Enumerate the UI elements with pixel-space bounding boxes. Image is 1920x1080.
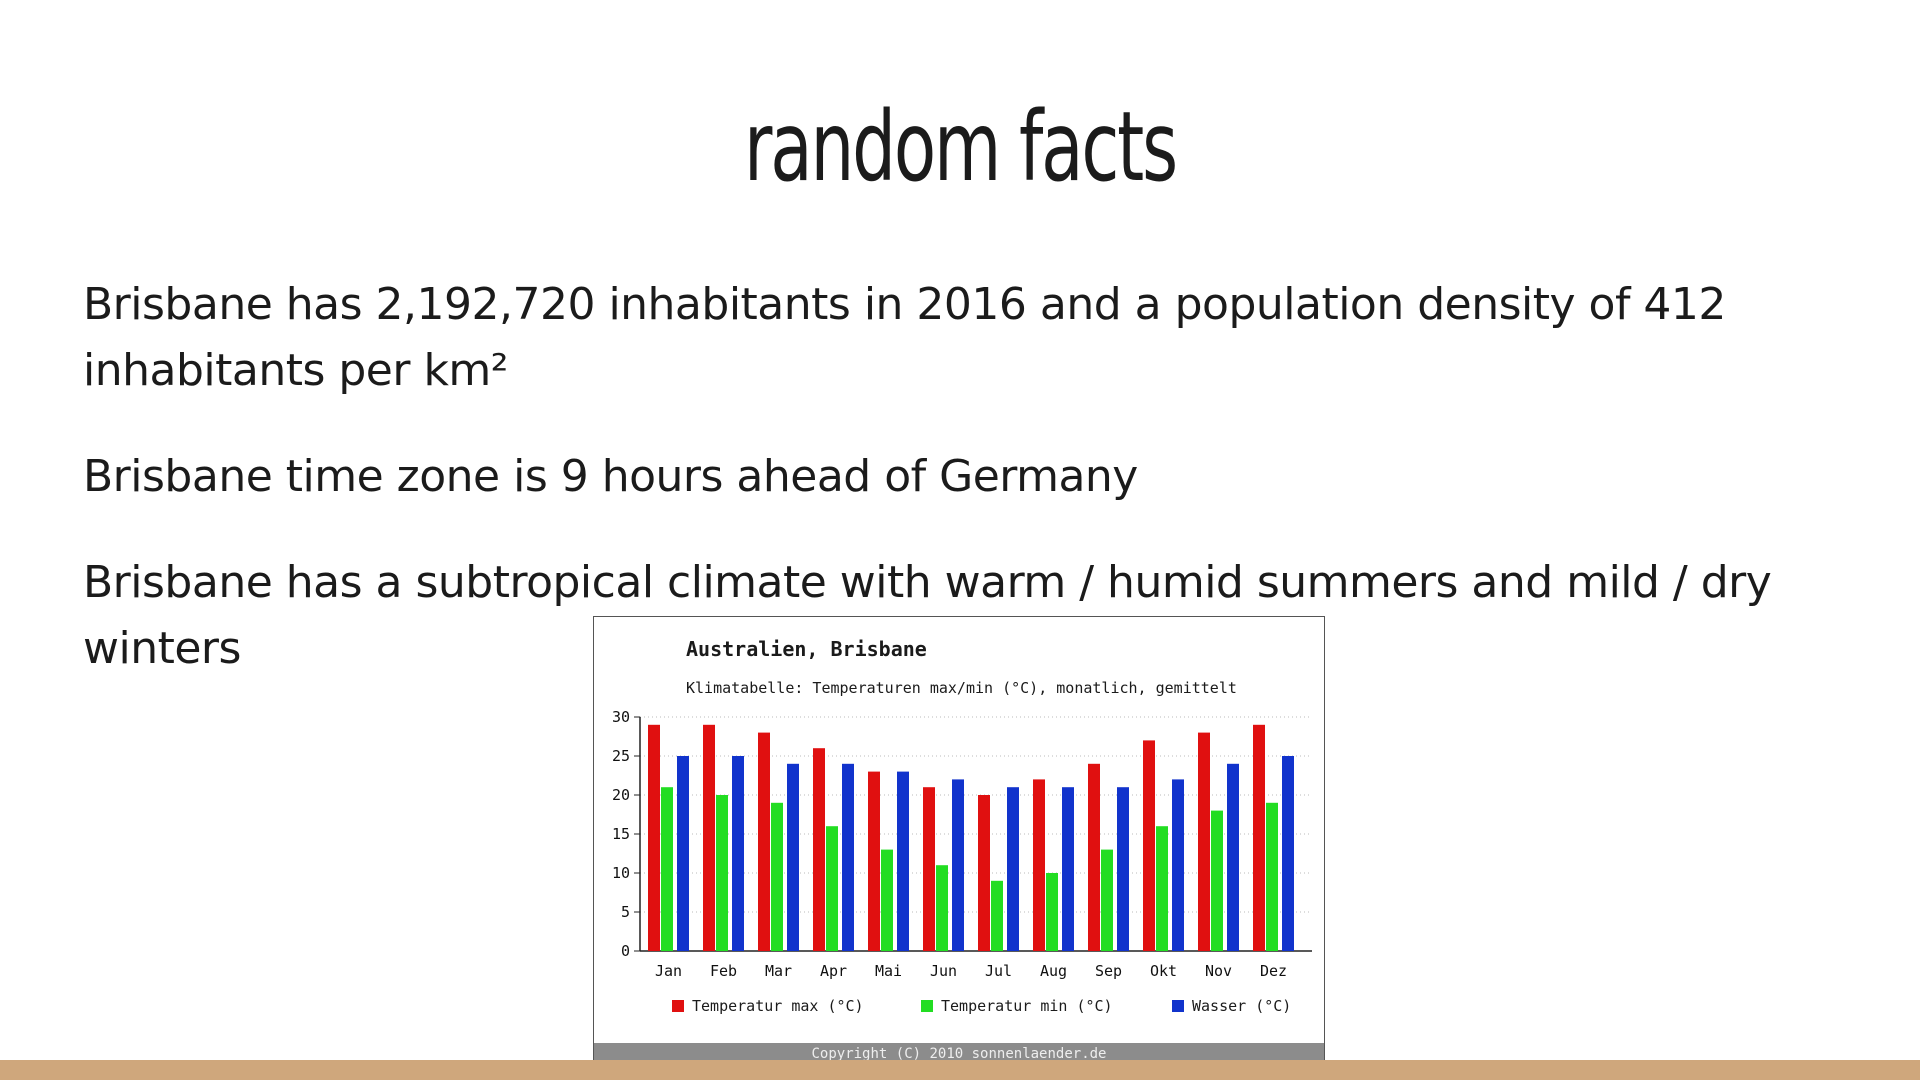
legend-swatch-temp-max (672, 1000, 684, 1012)
y-tick-label: 25 (612, 747, 630, 765)
bar-water (1007, 787, 1019, 951)
bar-temp-max (1253, 724, 1265, 951)
fact-climate: Brisbane has a subtropical climate with … (83, 557, 1772, 674)
bar-temp-min (1101, 849, 1113, 951)
bar-water (1227, 763, 1239, 951)
bar-water (787, 763, 799, 951)
bar-temp-max (923, 787, 935, 951)
y-tick-label: 20 (612, 786, 630, 804)
legend-item-water: Wasser (°C) (1172, 997, 1291, 1015)
bar-temp-min (1266, 802, 1278, 951)
x-tick-label: Okt (1150, 962, 1177, 980)
bar-temp-min (826, 826, 838, 951)
chart-copyright: Copyright (C) 2010 sonnenlaender.de (594, 1043, 1324, 1065)
legend-label-water: Wasser (°C) (1192, 997, 1292, 1015)
x-tick-label: Jan (655, 962, 682, 980)
chart-plot: 0 5 10 15 20 25 30 Jan Feb Mar Apr Mai Jun Jul Aug Sep O… (612, 708, 1312, 980)
bar-temp-min (1211, 810, 1223, 951)
bottom-accent-bar (0, 1060, 1920, 1080)
bar-temp-max (758, 732, 770, 951)
bar-temp-max (1088, 763, 1100, 951)
legend-swatch-water (1172, 1000, 1184, 1012)
x-tick-label: Feb (710, 962, 737, 980)
bar-water (1062, 787, 1074, 951)
legend-label-temp-min: Temperatur min (°C) (941, 997, 1113, 1015)
bar-water (842, 763, 854, 951)
bar-temp-min (1046, 873, 1058, 951)
x-tick-label: Jul (985, 962, 1012, 980)
y-tick-label: 0 (621, 942, 630, 960)
fact-timezone: Brisbane time zone is 9 hours ahead of G… (83, 451, 1138, 502)
slide-title: random facts (744, 91, 1178, 203)
legend-item-temp-min: Temperatur min (°C) (921, 997, 1113, 1015)
x-tick-label: Mai (875, 962, 902, 980)
x-tick-label: Nov (1205, 962, 1232, 980)
bar-temp-max (978, 795, 990, 951)
y-tick-label: 15 (612, 825, 630, 843)
bar-temp-min (661, 787, 673, 951)
y-tick-label: 10 (612, 864, 630, 882)
bar-temp-max (813, 748, 825, 951)
bar-water (732, 756, 744, 951)
fact-population: Brisbane has 2,192,720 inhabitants in 20… (83, 279, 1726, 396)
x-tick-label: Apr (820, 962, 847, 980)
bar-temp-min (716, 795, 728, 951)
legend-item-temp-max: Temperatur max (°C) (672, 997, 864, 1015)
y-tick-label: 5 (621, 903, 630, 921)
bar-temp-max (703, 724, 715, 951)
chart-subtitle: Klimatabelle: Temperaturen max/min (°C),… (686, 679, 1237, 697)
bar-temp-max (1033, 779, 1045, 951)
bar-water (897, 771, 909, 951)
legend-label-temp-max: Temperatur max (°C) (692, 997, 864, 1015)
bar-temp-min (936, 865, 948, 951)
bar-water (677, 756, 689, 951)
climate-chart: Australien, Brisbane Klimatabelle: Tempe… (593, 616, 1325, 1066)
bar-temp-min (1156, 826, 1168, 951)
x-tick-label: Aug (1040, 962, 1067, 980)
bar-temp-max (648, 724, 660, 951)
legend-swatch-temp-min (921, 1000, 933, 1012)
bar-water (1282, 756, 1294, 951)
x-tick-label: Sep (1095, 962, 1122, 980)
bar-temp-max (868, 771, 880, 951)
bar-temp-max (1143, 740, 1155, 951)
bar-water (952, 779, 964, 951)
x-tick-label: Mar (765, 962, 792, 980)
bar-temp-min (991, 880, 1003, 951)
bar-temp-min (881, 849, 893, 951)
bar-temp-max (1198, 732, 1210, 951)
x-tick-label: Jun (930, 962, 957, 980)
bar-water (1117, 787, 1129, 951)
x-tick-label: Dez (1260, 962, 1287, 980)
bar-water (1172, 779, 1184, 951)
y-tick-label: 30 (612, 708, 630, 726)
bar-temp-min (771, 802, 783, 951)
chart-title: Australien, Brisbane (686, 637, 927, 661)
